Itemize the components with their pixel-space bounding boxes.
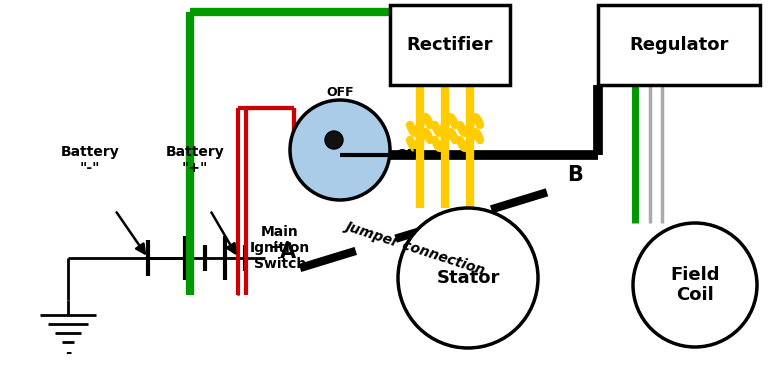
Text: Main
Ignition
Switch: Main Ignition Switch (250, 225, 310, 272)
Circle shape (633, 223, 757, 347)
Text: Battery
"-": Battery "-" (61, 145, 119, 175)
Text: Field
Coil: Field Coil (670, 266, 720, 304)
Text: Regulator: Regulator (629, 36, 729, 54)
Circle shape (325, 131, 343, 149)
Text: +: + (268, 240, 281, 255)
Bar (390, 5, 510, 85)
Text: Rectifier: Rectifier (407, 36, 493, 54)
Text: Jumper connection: Jumper connection (343, 219, 487, 277)
Text: Battery
"+": Battery "+" (166, 145, 224, 175)
Circle shape (398, 208, 538, 348)
Text: -: - (65, 345, 71, 360)
Circle shape (290, 100, 390, 200)
Bar (598, 5, 760, 85)
Text: Stator: Stator (436, 269, 500, 287)
Text: A: A (280, 242, 296, 262)
Text: OFF: OFF (326, 86, 354, 98)
Text: B: B (567, 165, 583, 185)
Text: ON: ON (396, 148, 417, 160)
